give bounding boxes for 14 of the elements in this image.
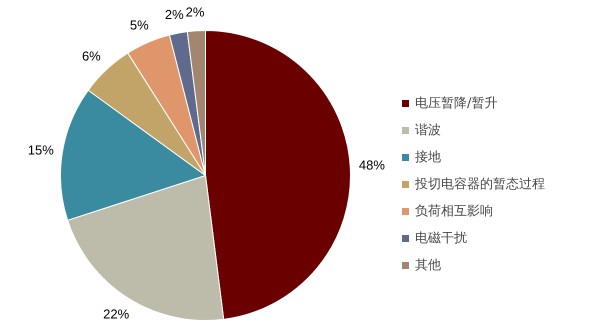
legend-label: 谐波 (415, 122, 441, 139)
legend-label: 接地 (415, 149, 441, 166)
legend-label: 电磁干扰 (415, 230, 467, 247)
data-label: 6% (82, 48, 102, 64)
data-label: 15% (28, 142, 54, 158)
data-label: 22% (103, 306, 130, 322)
legend-label: 负荷相互影响 (415, 203, 493, 220)
data-label: 2% (186, 4, 205, 20)
data-label: 2% (164, 7, 184, 22)
legend-label: 其他 (415, 257, 441, 274)
data-label: 48% (358, 158, 386, 173)
data-label: 5% (130, 18, 150, 33)
legend-label: 投切电容器的暂态过程 (415, 176, 545, 193)
legend-label: 电压暂降/暂升 (415, 95, 498, 112)
